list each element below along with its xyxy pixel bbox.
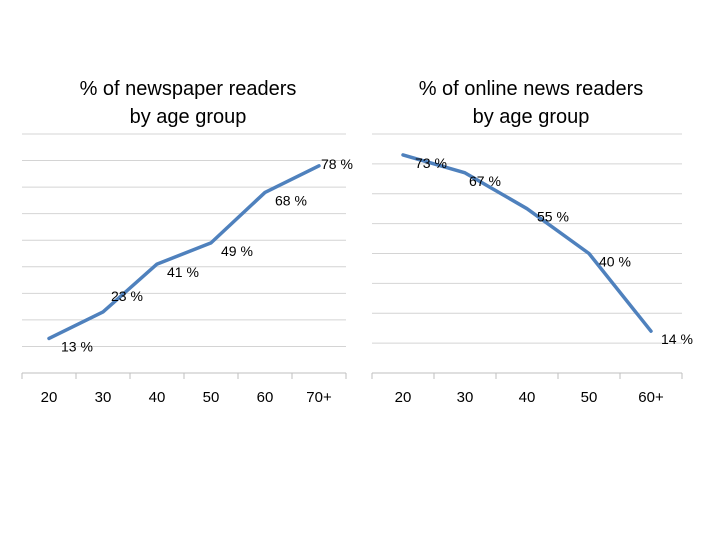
data-label: 41 % <box>167 264 199 280</box>
newspaper-readers-chart: % of newspaper readers by age group 20 30… <box>21 78 353 406</box>
plot-area: 20 30 40 50 60+ 73 % 67 % 55 % 40 % 14 % <box>371 133 693 406</box>
data-label: 55 % <box>537 209 569 225</box>
data-label: 40 % <box>599 254 631 270</box>
chart-title-line-2: by age group <box>473 106 590 128</box>
data-label: 67 % <box>469 173 501 189</box>
x-tick-label: 30 <box>457 389 474 406</box>
data-label: 49 % <box>221 243 253 259</box>
series-line <box>401 153 653 333</box>
chart-title-line-1: % of newspaper readers <box>80 78 297 100</box>
x-tick-label: 40 <box>519 389 536 406</box>
x-tick-label: 20 <box>395 389 412 406</box>
chart-title-line-2: by age group <box>130 106 247 128</box>
x-tick-label: 60 <box>257 389 274 406</box>
x-tick-label: 60+ <box>638 389 664 406</box>
data-label: 14 % <box>661 331 693 347</box>
x-tick-label: 20 <box>41 389 58 406</box>
data-label: 13 % <box>61 338 93 354</box>
online-news-readers-chart: % of online news readers by age group 20… <box>371 78 693 406</box>
plot-area: 20 30 40 50 60 70+ 13 % 23 % 41 % 49 % 68 % 78 % <box>21 133 353 406</box>
x-tick-label: 30 <box>95 389 112 406</box>
x-tick-label: 50 <box>581 389 598 406</box>
x-tick-label: 50 <box>203 389 220 406</box>
x-tick-label: 70+ <box>306 389 332 406</box>
data-label: 23 % <box>111 288 143 304</box>
data-label: 78 % <box>321 156 353 172</box>
series-line <box>47 164 321 341</box>
data-label: 73 % <box>415 155 447 171</box>
chart-title-line-1: % of online news readers <box>419 78 644 100</box>
x-tick-label: 40 <box>149 389 166 406</box>
data-label: 68 % <box>275 192 307 208</box>
